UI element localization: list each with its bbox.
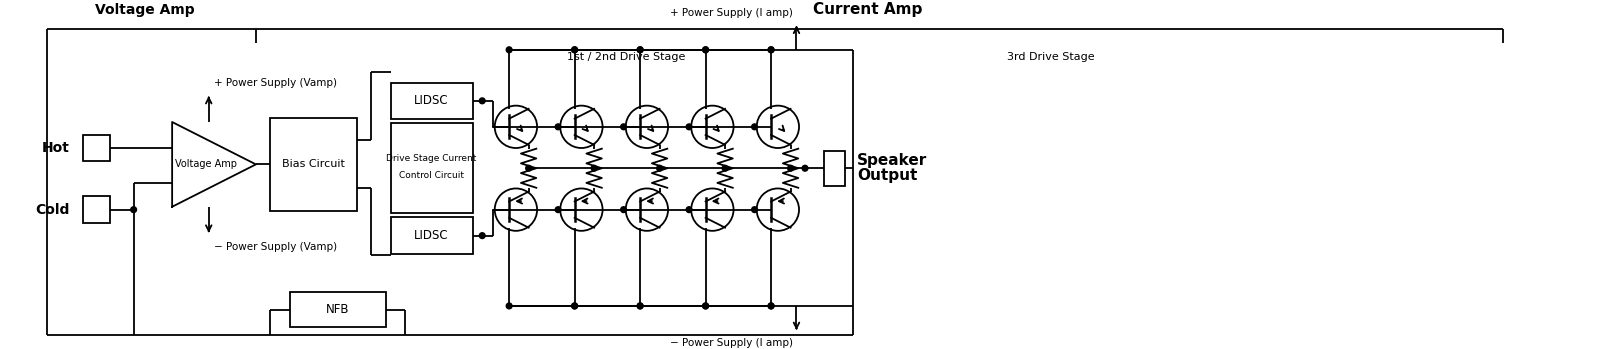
Circle shape [571,47,578,53]
Circle shape [686,124,691,130]
Text: 1st / 2nd Drive Stage: 1st / 2nd Drive Stage [568,52,686,62]
Circle shape [621,207,627,213]
Bar [83,196,109,223]
Text: LIDSC: LIDSC [414,229,450,242]
Bar [83,134,109,162]
Circle shape [506,303,512,309]
Text: Voltage Amp: Voltage Amp [174,159,237,169]
Circle shape [637,303,643,309]
Text: − Power Supply (I amp): − Power Supply (I amp) [670,337,792,348]
Text: Bias Circuit: Bias Circuit [282,159,346,169]
Text: − Power Supply (Vamp): − Power Supply (Vamp) [213,242,336,252]
Circle shape [480,233,485,238]
Circle shape [637,47,643,53]
Circle shape [506,47,512,53]
Circle shape [768,303,774,309]
Circle shape [656,165,662,171]
Text: Speaker: Speaker [858,153,928,168]
Circle shape [802,165,808,171]
Text: Current Amp: Current Amp [813,2,922,17]
Circle shape [131,207,136,213]
Circle shape [571,303,578,309]
Circle shape [752,124,757,130]
Text: Voltage Amp: Voltage Amp [96,3,195,17]
Circle shape [526,165,531,171]
Circle shape [702,303,709,309]
Circle shape [752,207,757,213]
Circle shape [480,98,485,104]
Circle shape [768,47,774,53]
Text: 3rd Drive Stage: 3rd Drive Stage [1006,52,1094,62]
Text: LIDSC: LIDSC [414,94,450,107]
Circle shape [571,303,578,309]
Text: Output: Output [858,169,917,184]
Bar [390,217,472,254]
Text: + Power Supply (I amp): + Power Supply (I amp) [670,8,792,18]
Circle shape [555,124,562,130]
Circle shape [768,47,774,53]
Circle shape [555,207,562,213]
Circle shape [722,165,728,171]
Circle shape [686,207,691,213]
Text: + Power Supply (Vamp): + Power Supply (Vamp) [213,79,336,89]
Bar [290,292,386,327]
Circle shape [702,303,709,309]
Bar [270,118,357,210]
Text: NFB: NFB [326,303,349,316]
Circle shape [702,47,709,53]
Circle shape [621,124,627,130]
Bar [824,151,845,186]
Circle shape [787,165,794,171]
Circle shape [637,47,643,53]
Circle shape [702,47,709,53]
Circle shape [768,303,774,309]
Bar [390,123,472,214]
Circle shape [637,303,643,309]
Text: Hot: Hot [42,141,70,155]
Circle shape [571,47,578,53]
Text: Drive Stage Current: Drive Stage Current [387,154,477,163]
Text: Control Circuit: Control Circuit [398,171,464,180]
Text: Cold: Cold [35,203,70,217]
Bar [390,82,472,119]
Circle shape [592,165,597,171]
